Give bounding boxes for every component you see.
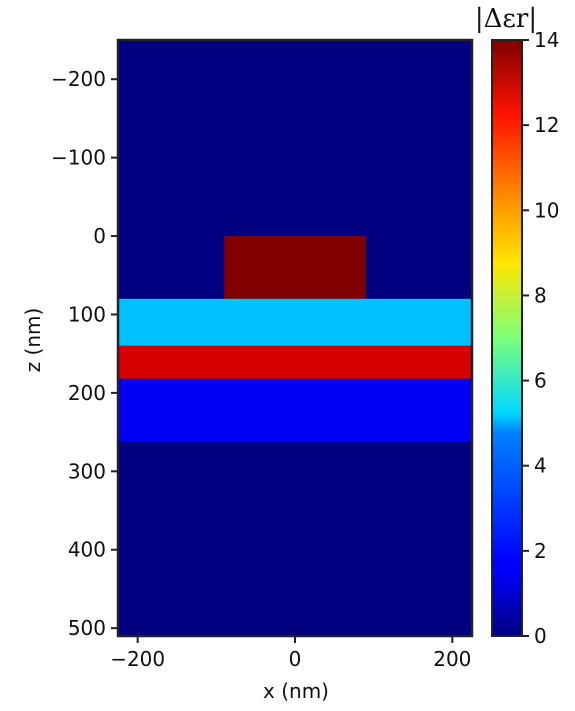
colorbar-gradient xyxy=(492,40,522,636)
heatmap-region-layer-3 xyxy=(118,378,472,442)
colorbar-frame xyxy=(491,39,523,637)
z-tick-label: −100 xyxy=(51,146,106,170)
heatmap-region-layer-1 xyxy=(118,298,472,346)
z-axis-label: z (nm) xyxy=(21,308,45,373)
colorbar-tick-label: 12 xyxy=(534,113,559,137)
x-tick-label: 200 xyxy=(433,647,471,671)
x-tick-label: −200 xyxy=(110,647,165,671)
colorbar-tick-label: 6 xyxy=(534,369,547,393)
plot-area xyxy=(116,38,474,638)
heatmap-region-rectangle xyxy=(224,236,366,299)
colorbar-title: |Δεr| xyxy=(475,4,537,34)
colorbar-tick-label: 0 xyxy=(534,624,547,648)
x-axis-label: x (nm) xyxy=(263,679,329,703)
colorbar-tick-label: 2 xyxy=(534,539,547,563)
z-tick-label: −200 xyxy=(51,67,106,91)
colorbar-tick-label: 4 xyxy=(534,454,547,478)
z-tick-label: 300 xyxy=(68,459,106,483)
x-tick-label: 0 xyxy=(289,647,302,671)
colorbar-tick-label: 14 xyxy=(534,28,559,52)
x-axis: −200 0 200 xyxy=(110,636,471,671)
colorbar-tick-label: 8 xyxy=(534,283,547,307)
colorbar: 0 2 4 6 8 10 12 14 xyxy=(491,28,559,648)
z-tick-label: 500 xyxy=(68,616,106,640)
z-axis: −200 −100 0 100 200 300 400 500 xyxy=(51,67,118,640)
colorbar-tick-label: 10 xyxy=(534,198,559,222)
heatmap-region-layer-2 xyxy=(118,345,472,379)
z-tick-label: 400 xyxy=(68,538,106,562)
z-tick-label: 200 xyxy=(68,381,106,405)
z-tick-label: 0 xyxy=(93,224,106,248)
z-tick-label: 100 xyxy=(68,302,106,326)
